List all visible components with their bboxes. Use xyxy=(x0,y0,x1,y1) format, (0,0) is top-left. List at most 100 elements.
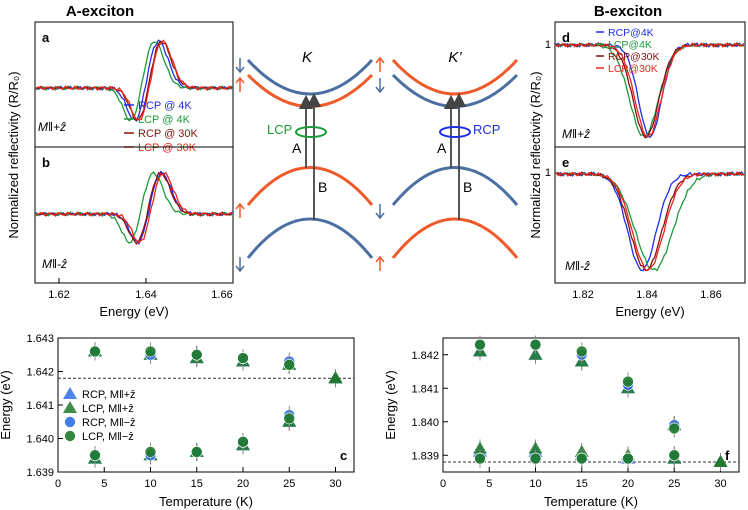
y-tick-label: 1.840 xyxy=(411,417,439,429)
tick-a-2: 1.64 xyxy=(135,289,156,301)
reflectivity-curve-d-2 xyxy=(555,42,744,139)
axis-de: 1.82 1.84 1.86 Energy (eV) Normalized re… xyxy=(528,71,722,319)
x-tick-label: 30 xyxy=(329,478,341,490)
panel-a: a M‖+ẑ RCP @ 4K LCP @ 4K RCP @ 30K LCP @ 30… xyxy=(34,21,234,154)
tick-a-3: 1.66 xyxy=(211,289,232,301)
title-b-exciton: B-exciton xyxy=(594,3,662,20)
legend-label-3: LCP@30K xyxy=(608,63,658,75)
k-label-b: B xyxy=(318,179,327,195)
tick-b-3: 1.86 xyxy=(700,289,721,301)
kp-val-band-upper xyxy=(391,166,519,206)
y-tick-label: 1.642 xyxy=(26,367,54,379)
reflectivity-curve-a-0 xyxy=(35,39,233,123)
axis-ab: 1.62 1.64 1.66 Energy (eV) Normalized re… xyxy=(6,71,233,319)
reflectivity-curves-a xyxy=(35,39,233,123)
tick-b-1: 1.82 xyxy=(572,289,593,301)
k-val-band-lower xyxy=(246,217,374,259)
x-tick-label: 0 xyxy=(55,478,61,490)
data-point-lower xyxy=(328,371,343,384)
k-val-band-upper xyxy=(246,166,374,206)
y-tick-label: 1.643 xyxy=(26,333,54,345)
ytick-e: 1 xyxy=(545,167,551,179)
tick-a-1: 1.62 xyxy=(48,289,69,301)
legend-entry-0: RCP, M‖+ẑ xyxy=(82,389,136,401)
kp-cond-band-lower xyxy=(391,73,519,108)
field-label-a: M‖+ẑ xyxy=(38,120,66,134)
x-tick-label: 25 xyxy=(283,478,295,490)
data-point-lower xyxy=(474,452,486,465)
data-point-lower xyxy=(622,452,634,465)
x-tick-label: 15 xyxy=(191,478,203,490)
panel-label-f: f xyxy=(725,448,730,463)
reflectivity-curves-d xyxy=(555,42,745,139)
rcp-label: RCP xyxy=(473,122,500,137)
legend-label-2: RCP @ 30K xyxy=(138,128,199,140)
valley-kprime-label: K’ xyxy=(448,49,462,66)
valley-k-label: K xyxy=(302,49,313,66)
x-tick-label: 10 xyxy=(144,478,156,490)
reflectivity-curve-e-3 xyxy=(555,171,745,272)
panel-label-c: c xyxy=(340,448,347,463)
legend-label-1: LCP @ 4K xyxy=(138,114,191,126)
legend-a: RCP @ 4K LCP @ 4K RCP @ 30K LCP @ 30K xyxy=(124,100,199,154)
panel-label-e: e xyxy=(562,155,569,170)
field-label-e: M‖-ẑ xyxy=(565,259,590,273)
data-point-upper xyxy=(575,345,588,358)
legend-entry-2: RCP, M‖−ẑ xyxy=(82,417,136,429)
x-tick-label: 0 xyxy=(440,478,446,490)
legend-label-0: RCP @ 4K xyxy=(138,100,192,112)
rcp-circle-icon xyxy=(439,126,471,138)
data-point-upper xyxy=(283,358,296,371)
y-axis-label: Energy (eV) xyxy=(0,370,13,439)
y-tick-label: 1.842 xyxy=(411,350,439,362)
lcp-label: LCP xyxy=(267,122,292,137)
ylabel-ab: Normalized reflectivity (R/R₀) xyxy=(6,71,21,238)
panel-b: b M‖-ẑ xyxy=(34,146,234,284)
x-axis-label: Temperature (K) xyxy=(544,494,638,509)
x-tick-label: 20 xyxy=(622,478,634,490)
legend-marker-0 xyxy=(63,387,77,399)
x-tick-label: 30 xyxy=(714,478,726,490)
data-point-upper xyxy=(89,345,101,358)
data-point-lower xyxy=(237,436,249,448)
x-tick-label: 25 xyxy=(668,478,680,490)
reflectivity-curve-d-3 xyxy=(555,42,745,138)
data-point-upper xyxy=(237,352,249,364)
data-point-lower xyxy=(528,441,543,454)
y-tick-label: 1.639 xyxy=(26,467,54,479)
lcp-circle-icon xyxy=(295,126,327,138)
ylabel-de: Normalized reflectivity (R/R₀) xyxy=(528,71,543,238)
data-point-lower xyxy=(713,454,728,467)
legend-label-3: LCP @ 30K xyxy=(138,142,197,154)
field-label-d: M‖+ẑ xyxy=(562,127,590,141)
panel-label-a: a xyxy=(42,30,50,45)
title-a-exciton: A-exciton xyxy=(66,3,134,20)
tick-b-2: 1.84 xyxy=(636,289,657,301)
kp-label-a: A xyxy=(437,140,447,156)
data-point-lower xyxy=(283,412,296,425)
x-tick-label: 10 xyxy=(529,478,541,490)
ytick-d: 1 xyxy=(545,39,551,51)
legend-label-1: LCP@4K xyxy=(608,39,652,51)
x-tick-label: 5 xyxy=(486,478,492,490)
data-point-lower xyxy=(575,452,588,465)
data-point-upper xyxy=(144,345,157,358)
plot-frame xyxy=(442,337,740,473)
y-tick-label: 1.839 xyxy=(411,450,439,462)
legend-entry-3: LCP, M‖−ẑ xyxy=(82,431,134,443)
data-point-upper xyxy=(529,338,542,351)
data-point-lower xyxy=(89,449,101,462)
band-diagram: K K’ A B A B LCP xyxy=(235,49,519,273)
legend-label-2: RCP@30K xyxy=(608,51,660,63)
reflectivity-curve-b-1 xyxy=(35,171,233,244)
reflectivity-curve-b-3 xyxy=(35,171,233,244)
xlabel-ab: Energy (eV) xyxy=(99,304,168,319)
reflectivity-curve-b-0 xyxy=(35,170,232,246)
reflectivity-curve-a-1 xyxy=(35,41,233,122)
y-tick-label: 1.641 xyxy=(26,400,54,412)
data-point-upper xyxy=(528,347,543,360)
data-point-lower xyxy=(473,441,487,454)
